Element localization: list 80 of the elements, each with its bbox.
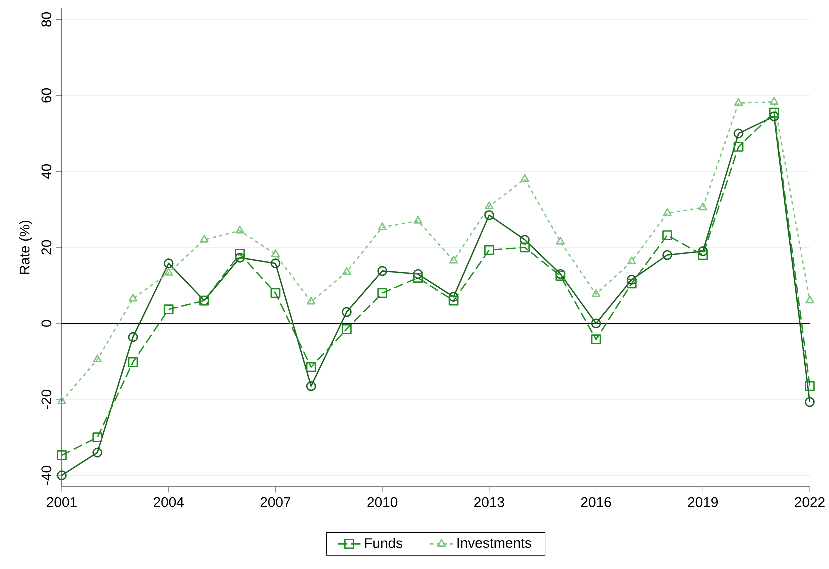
point — [128, 294, 138, 302]
point — [306, 381, 316, 392]
point — [378, 266, 388, 276]
point — [58, 396, 66, 404]
point — [698, 202, 708, 211]
point — [520, 242, 530, 253]
point — [484, 245, 494, 256]
x-tick-label: 2004 — [154, 497, 184, 508]
point — [378, 222, 387, 230]
point — [448, 292, 459, 302]
point — [235, 249, 246, 260]
point — [734, 98, 744, 106]
point — [626, 275, 637, 285]
point — [769, 112, 780, 122]
point — [663, 208, 672, 216]
point — [805, 397, 815, 408]
point — [805, 381, 815, 392]
point — [485, 202, 494, 210]
x-tick-label: 2022 — [795, 497, 825, 508]
point — [662, 250, 672, 260]
point — [235, 252, 246, 263]
point — [626, 278, 637, 289]
x-tick-label: 2013 — [474, 497, 504, 508]
point — [93, 354, 102, 363]
x-tick-label: 2010 — [368, 497, 398, 508]
point — [591, 334, 602, 345]
x-tick-label: 2016 — [581, 497, 612, 508]
point — [200, 235, 209, 243]
point — [270, 258, 281, 269]
point — [271, 250, 280, 258]
y-tick-label: -40 — [42, 466, 52, 486]
point — [236, 226, 244, 234]
point — [413, 269, 424, 280]
legend-label: Investments — [458, 538, 532, 548]
point — [734, 128, 744, 139]
point — [448, 296, 459, 306]
y-tick-label: 40 — [42, 164, 52, 180]
point — [628, 256, 636, 265]
point — [306, 362, 316, 372]
point — [520, 235, 530, 245]
point — [342, 307, 352, 318]
x-tick-label: 2019 — [688, 497, 718, 508]
x-tick-label: 2001 — [47, 497, 77, 508]
y-tick-label: 20 — [42, 240, 52, 255]
point — [92, 432, 103, 443]
point — [484, 210, 494, 220]
point — [164, 268, 174, 276]
point — [342, 267, 352, 276]
point — [806, 296, 814, 304]
point — [769, 108, 780, 118]
point — [413, 273, 424, 283]
y-tick-label: 0 — [42, 320, 52, 327]
point — [57, 450, 67, 460]
point — [164, 304, 174, 315]
point — [520, 174, 530, 182]
point — [414, 216, 423, 224]
x-tick-label: 2007 — [260, 497, 291, 508]
point — [734, 142, 744, 152]
y-tick-label: 60 — [42, 88, 52, 103]
point — [698, 246, 708, 256]
point — [449, 256, 458, 264]
point — [698, 250, 708, 260]
point — [770, 97, 779, 105]
point — [592, 289, 601, 298]
y-tick-label: -20 — [42, 390, 52, 410]
point — [92, 448, 103, 458]
y-axis-title: Rate (%) — [19, 220, 33, 274]
point — [556, 237, 566, 245]
point — [128, 357, 138, 368]
point — [591, 318, 602, 329]
point — [662, 230, 672, 240]
point — [306, 297, 316, 305]
point — [342, 324, 352, 334]
point — [164, 258, 174, 269]
y-tick-label: 80 — [42, 12, 52, 27]
legend-label: Funds — [365, 538, 403, 548]
point — [128, 332, 138, 342]
point — [57, 470, 67, 481]
point — [270, 288, 281, 298]
point — [378, 288, 388, 298]
